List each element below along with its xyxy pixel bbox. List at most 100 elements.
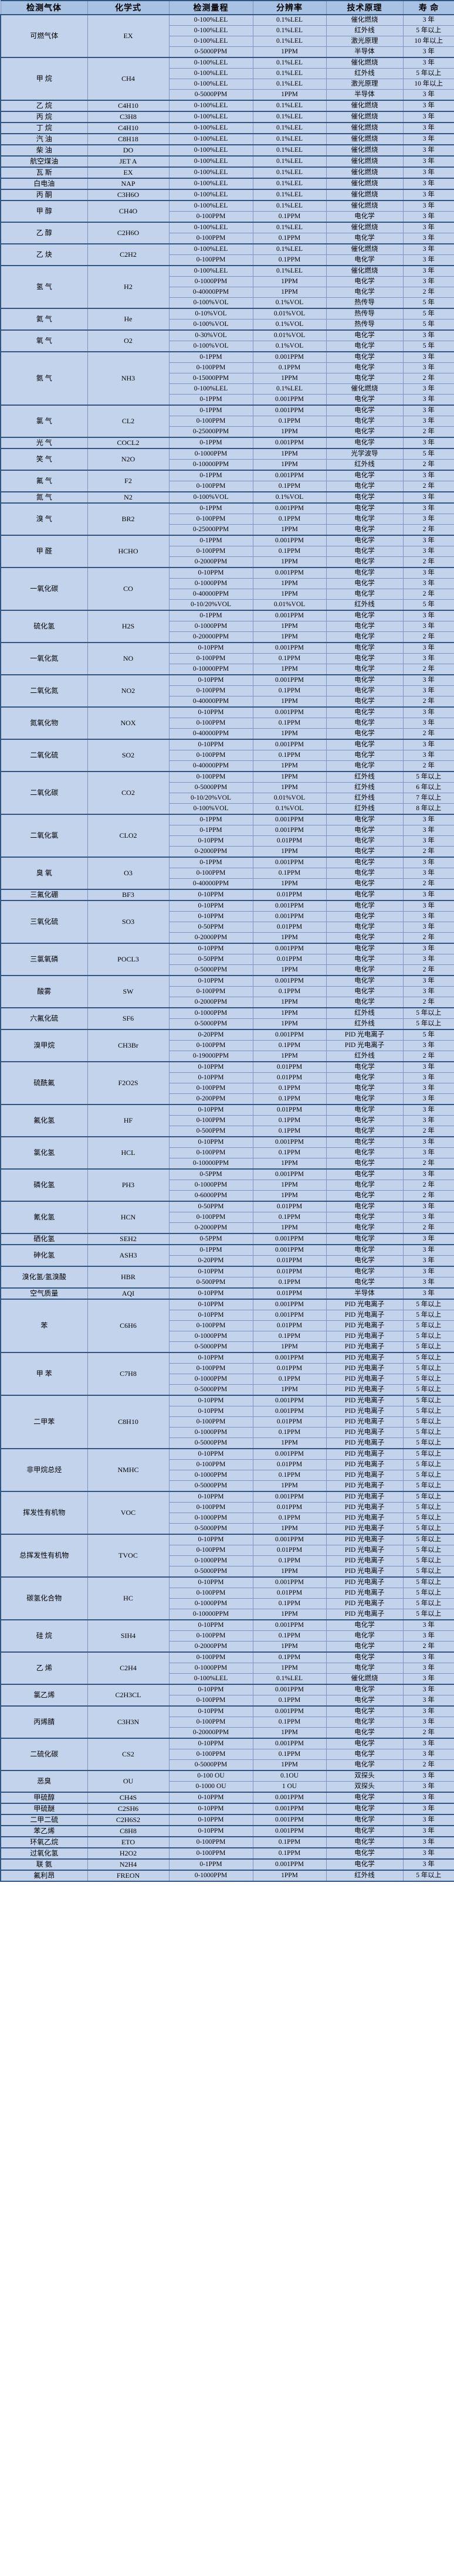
- table-row: 臭 氧 O3 0-1PPM 0.001PPM 电化学 3 年: [0, 857, 454, 890]
- cell-technology: 电化学: [326, 718, 404, 729]
- cell-technology: 热传导: [326, 308, 404, 320]
- cell-measuring-range: 0-100PPM: [168, 416, 253, 427]
- cell-resolution: 0.1PPM: [252, 254, 327, 266]
- cell-chemical-formula: ASH3: [87, 1244, 170, 1267]
- cell-gas-name: 氯乙烯: [0, 1684, 88, 1707]
- cell-technology: PID 光电离子: [326, 1310, 404, 1321]
- cell-technology: 催化燃烧: [326, 243, 404, 255]
- cell-measuring-range: 0-1PPM: [168, 351, 253, 363]
- cell-technology: PID 光电离子: [326, 1437, 404, 1449]
- cell-resolution: 1PPM: [252, 1566, 327, 1578]
- cell-technology: 电化学: [326, 1266, 404, 1277]
- cell-lifetime: 3 年: [402, 943, 454, 954]
- cell-resolution: 0.01PPM: [252, 1545, 327, 1556]
- cell-gas-name: 丙 酮: [0, 189, 88, 201]
- cell-technology: 电化学: [326, 846, 404, 858]
- table-row: 0-100PPM 0.1PPM 电化学 3 年: [1, 986, 454, 997]
- cell-technology: 电化学: [326, 1663, 404, 1674]
- cell-lifetime: 2 年: [402, 696, 454, 708]
- cell-lifetime: 3 年: [402, 122, 454, 134]
- cell-technology: 双探头: [326, 1770, 404, 1782]
- cell-resolution: 0.01PPM: [252, 1459, 327, 1470]
- cell-technology: 催化燃烧: [326, 144, 404, 157]
- table-row: 氢 气 H2 0-100%LEL 0.1%LEL 催化燃烧 3 年: [0, 265, 454, 309]
- cell-measuring-range: 0-1PPM: [168, 535, 253, 546]
- table-row: 二氧化氯 CLO2 0-1PPM 0.001PPM 电化学 3 年: [0, 814, 454, 858]
- table-row: 0-5000PPM 1PPM PID 光电离子 5 年以上: [1, 1480, 454, 1492]
- cell-measuring-range: 0-10PPM: [168, 1576, 253, 1588]
- cell-lifetime: 3 年: [402, 1684, 454, 1695]
- cell-resolution: 0.001PPM: [252, 1684, 327, 1695]
- cell-measuring-range: 0-20000PPM: [168, 631, 253, 643]
- cell-measuring-range: 0-100%LEL: [168, 200, 253, 212]
- table-row: 0-100PPM 0.1PPM 电化学 3 年: [1, 546, 454, 557]
- cell-resolution: 1PPM: [252, 89, 327, 101]
- cell-gas-name: 氰化氢: [0, 1201, 88, 1234]
- cell-resolution: 0.1PPM: [252, 986, 327, 997]
- cell-technology: 电化学: [326, 1072, 404, 1083]
- cell-lifetime: 3 年: [402, 1749, 454, 1760]
- cell-lifetime: 2 年: [402, 846, 454, 858]
- table-row: 0-1000PPM 0.1PPM PID 光电离子 5 年以上: [1, 1374, 454, 1385]
- cell-technology: PID 光电离子: [326, 1320, 404, 1331]
- cell-technology: 催化燃烧: [326, 200, 404, 212]
- cell-resolution: 0.1PPM: [252, 233, 327, 244]
- table-row: 三氧化硫 SO3 0-10PPM 0.001PPM 电化学 3 年: [0, 900, 454, 944]
- cell-measuring-range: 0-2000PPM: [168, 846, 253, 858]
- cell-lifetime: 3 年: [402, 1083, 454, 1094]
- cell-resolution: 1PPM: [252, 1727, 327, 1739]
- table-row: 0-1PPM 0.001PPM 电化学 3 年: [1, 394, 454, 406]
- cell-chemical-formula: He: [87, 308, 170, 331]
- cell-resolution: 1PPM: [252, 631, 327, 643]
- cell-measuring-range: 0-5000PPM: [168, 1341, 253, 1353]
- table-row: 六氟化硫 SF6 0-1000PPM 1PPM 红外线 5 年以上: [0, 1007, 454, 1030]
- cell-measuring-range: 0-10PPM: [168, 911, 253, 922]
- cell-measuring-range: 0-100%VOL: [168, 803, 253, 815]
- cell-lifetime: 7 年以上: [402, 793, 454, 804]
- cell-chemical-formula: H2: [87, 265, 170, 309]
- cell-technology: 热传导: [326, 319, 404, 331]
- cell-technology: PID 光电离子: [326, 1299, 404, 1310]
- cell-lifetime: 3 年: [402, 46, 454, 58]
- cell-gas-name: 非甲烷总烃: [0, 1448, 88, 1492]
- cell-measuring-range: 0-100%LEL: [168, 383, 253, 395]
- cell-lifetime: 3 年: [402, 814, 454, 825]
- cell-measuring-range: 0-100PPM: [168, 1588, 253, 1599]
- cell-measuring-range: 0-10PPM: [168, 1310, 253, 1321]
- table-row: 0-100PPM 0.1PPM 电化学 3 年: [1, 1630, 454, 1642]
- table-row: 0-1PPM 0.001PPM 电化学 3 年: [1, 825, 454, 836]
- cell-lifetime: 3 年: [402, 1781, 454, 1793]
- cell-resolution: 1PPM: [252, 459, 327, 471]
- cell-technology: 电化学: [326, 1104, 404, 1116]
- cell-technology: 电化学: [326, 1651, 404, 1663]
- cell-technology: 电化学: [326, 696, 404, 708]
- cell-resolution: 0.01PPM: [252, 1072, 327, 1083]
- cell-resolution: 0.1%LEL: [252, 25, 327, 36]
- cell-resolution: 1PPM: [252, 846, 327, 858]
- cell-lifetime: 3 年: [402, 243, 454, 255]
- cell-measuring-range: 0-200PPM: [168, 1093, 253, 1105]
- cell-resolution: 0.001PPM: [252, 1738, 327, 1749]
- cell-lifetime: 5 年: [402, 1029, 454, 1041]
- cell-gas-name: 恶臭: [0, 1770, 88, 1793]
- cell-measuring-range: 0-100PPM: [168, 1083, 253, 1094]
- cell-lifetime: 3 年: [402, 857, 454, 868]
- cell-resolution: 1PPM: [252, 1523, 327, 1535]
- cell-resolution: 0.01PPM: [252, 1363, 327, 1374]
- table-row: 0-100PPM 0.1PPM 电化学 3 年: [1, 718, 454, 729]
- table-row: 一氧化氮 NO 0-10PPM 0.001PPM 电化学 3 年: [0, 642, 454, 675]
- cell-resolution: 0.01%VOL: [252, 793, 327, 804]
- table-row: 0-40000PPM 1PPM 电化学 2 年: [1, 728, 454, 740]
- cell-resolution: 0.1PPM: [252, 1212, 327, 1223]
- table-row: 二硫化碳 CS2 0-10PPM 0.001PPM 电化学 3 年: [0, 1738, 454, 1771]
- table-row: 0-100PPM 0.1PPM PID 光电离子 3 年: [1, 1040, 454, 1051]
- cell-gas-name: 乙 烯: [0, 1651, 88, 1685]
- cell-measuring-range: 0-100%LEL: [168, 1673, 253, 1685]
- cell-technology: 电化学: [326, 610, 404, 621]
- table-row: 环氧乙烷 ETO 0-100PPM 0.1PPM 电化学 3 年: [0, 1836, 454, 1848]
- cell-chemical-formula: CS2: [87, 1738, 170, 1771]
- cell-resolution: 0.01PPM: [252, 1287, 327, 1300]
- cell-resolution: 0.01PPM: [252, 1104, 327, 1116]
- cell-gas-name: 硅 烷: [0, 1619, 88, 1653]
- cell-resolution: 1PPM: [252, 878, 327, 890]
